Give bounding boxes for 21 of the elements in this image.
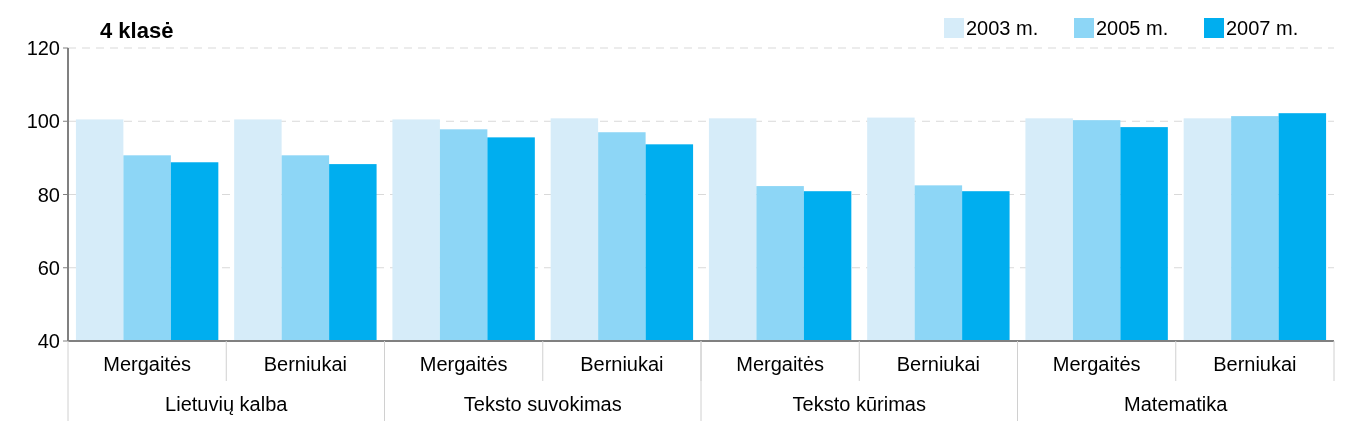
y-tick-label: 120	[26, 37, 60, 59]
x-tick-label: Berniukai	[263, 353, 348, 375]
legend-label: 2007 m.	[1226, 17, 1299, 39]
y-tick-label: 40	[37, 330, 60, 352]
y-tick-label: 100	[26, 110, 60, 133]
x-tick-label: Mergaitės	[419, 353, 508, 375]
text: Teksto suvokimas	[463, 393, 622, 415]
legend-label: 2005 m.	[1096, 17, 1169, 39]
x-tick-label: Berniukai	[1213, 353, 1297, 375]
legend-label: 2003 m.	[966, 17, 1039, 39]
x-tick-label: Mergaitės	[103, 353, 192, 375]
text: Teksto kūrimas	[792, 393, 926, 415]
text: Matematika	[1124, 393, 1229, 415]
chart-title: 4 klasė	[100, 18, 174, 43]
x-tick-label: Berniukai	[580, 353, 664, 375]
y-tick-label: 60	[37, 256, 60, 279]
text: Lietuvių kalba	[165, 393, 289, 415]
y-tick-label: 80	[37, 183, 60, 206]
x-tick-label: Berniukai	[896, 353, 981, 375]
x-tick-label: Mergaitės	[736, 353, 825, 375]
x-tick-label: Mergaitės	[1052, 353, 1141, 375]
